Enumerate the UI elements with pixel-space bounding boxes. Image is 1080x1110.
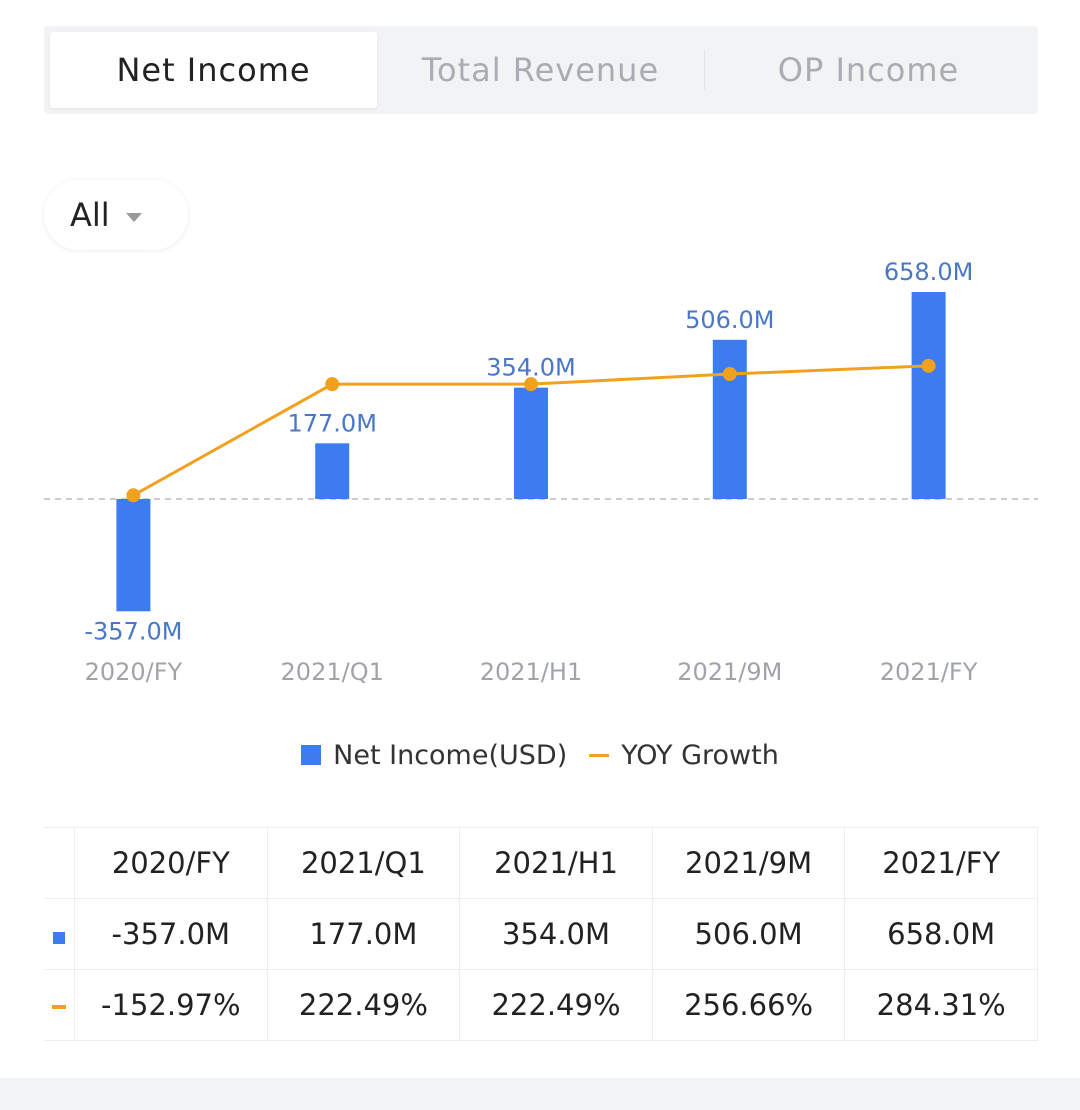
table-cell: 222.49% [266,969,461,1041]
table-header-row: 2020/FY 2021/Q1 2021/H1 2021/9M 2021/FY [44,827,1038,899]
table-header-cell: 2021/Q1 [266,827,461,899]
table-cell: 354.0M [459,898,653,970]
bar-2021/H1 [514,387,548,499]
table-row-net-income: -357.0M 177.0M 354.0M 506.0M 658.0M [44,898,1038,970]
x-tick-label: 2020/FY [85,658,183,686]
tab-divider [704,50,705,90]
bottom-divider-bar [0,1078,1080,1110]
legend-line-swatch [589,753,610,757]
period-dropdown-label: All [70,196,110,234]
tab-total-revenue[interactable]: Total Revenue [421,51,660,89]
tab-op-income[interactable]: OP Income [777,51,960,89]
table-cell: 284.31% [844,969,1038,1041]
period-dropdown[interactable]: All [44,180,188,250]
table-cell: -357.0M [74,898,268,970]
table-header-cell: 2021/H1 [459,827,653,899]
bar-value-label: 658.0M [884,258,973,286]
yoy-point-2021/Q1 [325,377,340,392]
table-header-cell: 2021/FY [844,827,1038,899]
table-cell: 658.0M [844,898,1038,970]
table-cell: -152.97% [74,969,268,1041]
legend-bar-swatch [301,745,322,765]
x-tick-label: 2021/9M [677,658,782,686]
legend-item-net-income[interactable]: Net Income(USD) [301,740,567,771]
caret-down-icon [125,212,142,222]
table-row-yoy-growth: -152.97% 222.49% 222.49% 256.66% 284.31% [44,969,1038,1041]
bar-value-label: 354.0M [486,354,575,382]
table-row-marker [44,898,75,970]
line-series-marker-icon [52,1005,66,1009]
bar-2021/9M [712,339,747,499]
bar-2021/FY [911,292,946,499]
data-table: 2020/FY 2021/Q1 2021/H1 2021/9M 2021/FY … [44,827,1038,1041]
net-income-chart: -357.0M 177.0M 354.0M 506.0M 658.0M 2020/FY 20… [44,258,1038,686]
bar-series-marker-icon [53,932,65,944]
x-tick-label: 2021/FY [880,658,978,686]
bar-2020/FY [116,499,151,612]
table-row-marker [44,969,75,1041]
legend-item-yoy-growth[interactable]: YOY Growth [589,740,779,771]
tab-net-income[interactable]: Net Income [50,32,377,108]
bar-value-label: 177.0M [287,409,376,437]
bar-2021/Q1 [315,443,350,499]
table-cell: 256.66% [651,969,846,1041]
tab-bar: Net Income Total Revenue OP Income [44,26,1038,114]
bar-value-label: 506.0M [685,306,774,334]
table-header-cell: 2021/9M [651,827,846,899]
table-cell: 177.0M [266,898,461,970]
yoy-point-2021/FY [921,358,936,373]
x-tick-label: 2021/H1 [480,658,582,686]
legend-label-net-income: Net Income(USD) [333,739,568,771]
yoy-point-2021/9M [722,367,737,382]
legend-label-yoy-growth: YOY Growth [621,739,779,771]
yoy-point-2021/H1 [524,377,538,392]
yoy-point-2020/FY [126,488,141,503]
table-cell: 506.0M [651,898,846,970]
table-header-cell: 2020/FY [74,827,268,899]
chart-legend: Net Income(USD) YOY Growth [0,735,1080,775]
table-cell: 222.49% [459,969,653,1041]
table-corner-cell [44,827,75,899]
x-tick-label: 2021/Q1 [281,658,384,686]
bar-value-label: -357.0M [84,617,182,645]
